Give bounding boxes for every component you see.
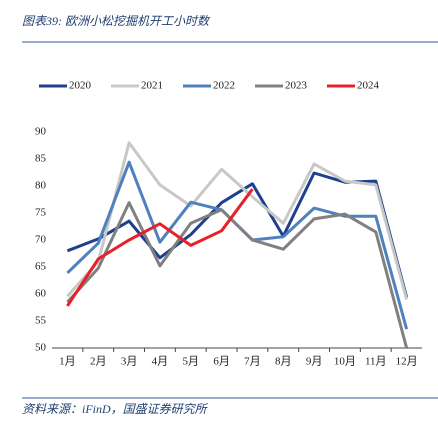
series-line [66,188,254,307]
x-tick-label: 6月 [213,356,230,368]
chart-title: 图表39: 欧洲小松挖掘机开工小时数 [22,14,211,28]
legend-label: 2023 [285,80,308,92]
y-tick-label: 85 [35,153,47,165]
x-tick-label: 3月 [121,356,138,368]
y-tick-label: 50 [35,342,47,354]
y-tick-label: 80 [35,180,47,192]
x-tick-label: 9月 [306,356,323,368]
legend-label: 2024 [357,80,380,92]
source: 资料来源：iFinD，国盛证券研究所 [22,402,209,416]
series-line [66,141,409,300]
x-tick-label: 11月 [365,356,387,368]
legend-label: 2021 [141,80,163,92]
x-tick-label: 10月 [334,356,356,368]
y-tick-label: 75 [35,207,47,219]
y-tick-label: 90 [35,126,47,138]
legend-label: 2022 [213,80,235,92]
x-tick-label: 2月 [90,356,107,368]
x-tick-label: 4月 [152,356,169,368]
y-tick-label: 65 [35,261,47,273]
legend-label: 2020 [69,80,92,92]
x-tick-label: 5月 [183,356,200,368]
y-tick-label: 55 [35,315,47,327]
x-tick-label: 12月 [396,356,418,368]
x-tick-label: 8月 [275,356,292,368]
x-tick-label: 7月 [244,356,261,368]
y-tick-label: 70 [35,234,47,246]
y-tick-label: 60 [35,288,47,300]
x-tick-label: 1月 [59,356,76,368]
series-line [66,201,409,349]
